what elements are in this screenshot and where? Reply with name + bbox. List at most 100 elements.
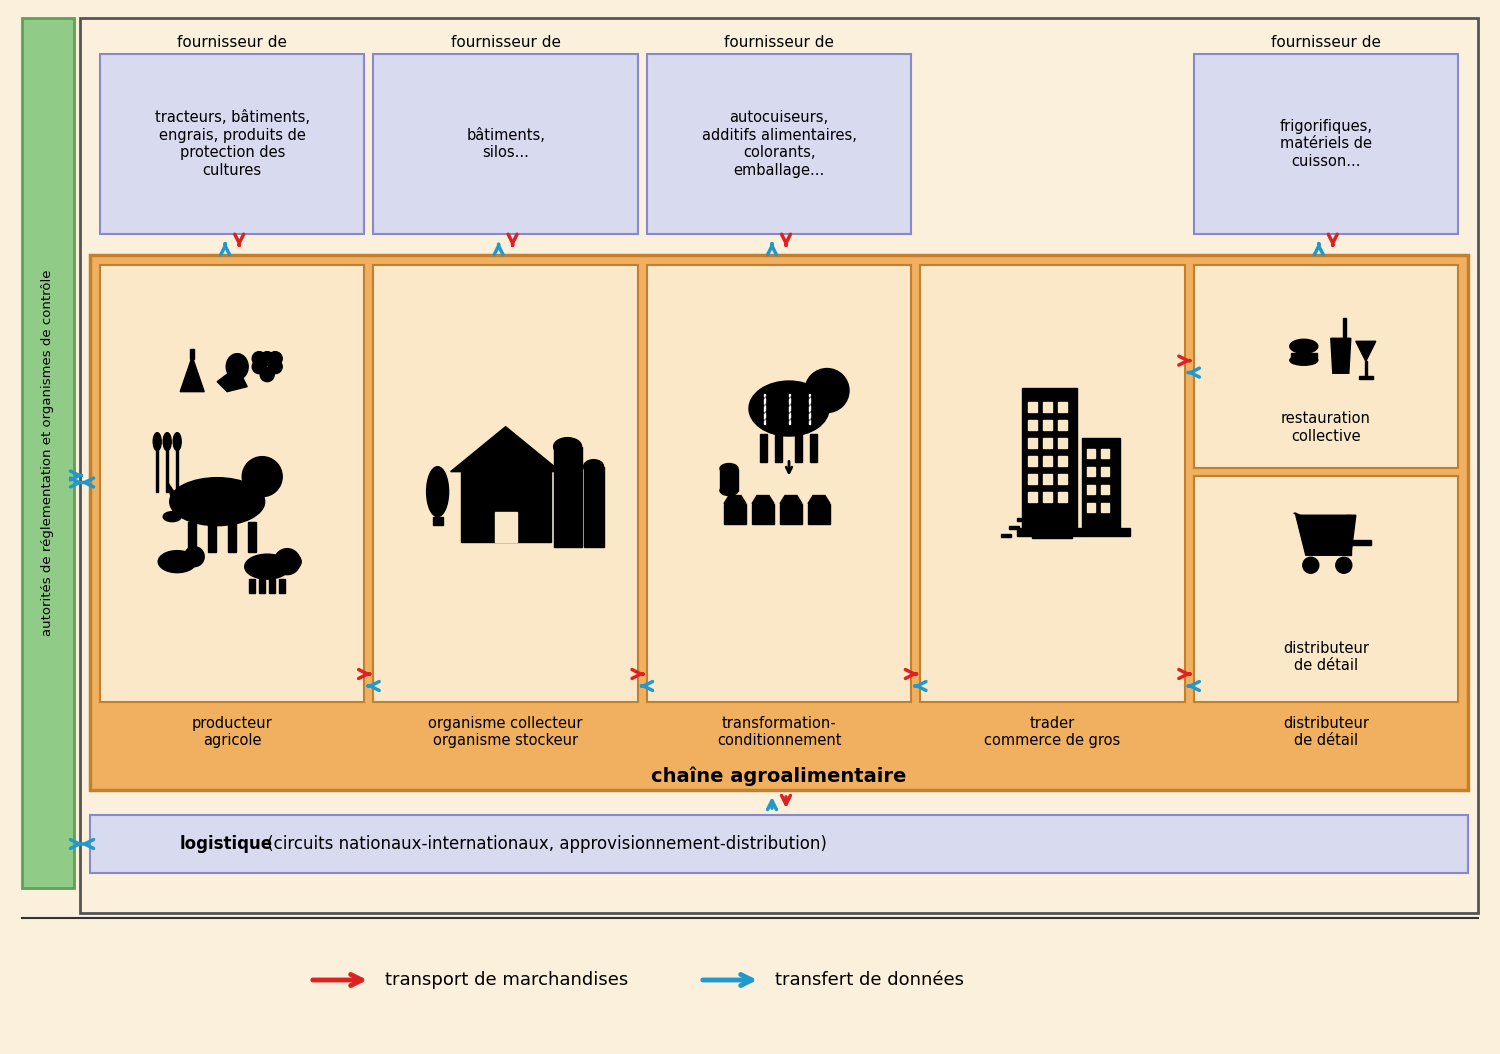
Ellipse shape <box>226 354 248 379</box>
Bar <box>646 265 910 702</box>
Polygon shape <box>1032 513 1072 538</box>
Bar <box>1342 318 1346 340</box>
Ellipse shape <box>1290 339 1318 353</box>
Circle shape <box>1304 558 1318 573</box>
Text: fournisseur de: fournisseur de <box>450 35 561 50</box>
Ellipse shape <box>1308 519 1320 532</box>
Text: distributeur
de détail: distributeur de détail <box>1282 641 1370 674</box>
Ellipse shape <box>170 477 264 526</box>
Bar <box>1023 388 1077 528</box>
Bar <box>100 265 364 702</box>
Bar <box>460 471 550 542</box>
Ellipse shape <box>158 550 196 572</box>
Bar <box>1088 449 1095 457</box>
Polygon shape <box>217 367 248 392</box>
Bar <box>100 54 364 234</box>
Bar <box>22 18 74 889</box>
Bar <box>190 349 194 358</box>
Bar <box>646 54 910 234</box>
Text: autorités de réglementation et organismes de contrôle: autorités de réglementation et organisme… <box>42 270 54 637</box>
Ellipse shape <box>172 432 182 451</box>
Polygon shape <box>1294 513 1350 541</box>
Polygon shape <box>808 504 830 524</box>
Circle shape <box>252 359 266 374</box>
Bar <box>374 265 638 702</box>
Bar <box>1059 438 1068 448</box>
Bar <box>90 255 1468 790</box>
Bar <box>1365 362 1366 376</box>
Polygon shape <box>780 504 802 524</box>
Bar <box>1101 503 1110 512</box>
Bar <box>209 522 216 551</box>
Bar <box>1083 438 1120 528</box>
Text: transfert de données: transfert de données <box>776 971 964 989</box>
Text: tracteurs, bâtiments,
engrais, produits de
protection des
cultures: tracteurs, bâtiments, engrais, produits … <box>154 111 309 178</box>
Bar <box>1029 419 1038 430</box>
Ellipse shape <box>720 486 738 495</box>
Text: fournisseur de: fournisseur de <box>177 35 286 50</box>
Text: autocuiseurs,
additifs alimentaires,
colorants,
emballage...: autocuiseurs, additifs alimentaires, col… <box>702 111 856 178</box>
Text: fournisseur de: fournisseur de <box>1270 35 1382 50</box>
Ellipse shape <box>554 437 582 455</box>
Circle shape <box>260 368 274 382</box>
Circle shape <box>286 554 302 569</box>
Bar <box>1088 467 1095 476</box>
Bar <box>1194 476 1458 702</box>
Bar <box>584 467 603 547</box>
Circle shape <box>268 352 282 366</box>
Bar <box>1044 474 1053 484</box>
Ellipse shape <box>1336 519 1347 532</box>
Polygon shape <box>180 356 204 392</box>
Text: producteur
agricole: producteur agricole <box>192 716 273 748</box>
Bar <box>80 18 1478 913</box>
Bar <box>1017 518 1028 521</box>
Bar <box>1029 402 1038 412</box>
Bar <box>166 442 168 491</box>
Bar <box>1101 449 1110 457</box>
Bar <box>228 522 236 551</box>
Bar <box>554 447 582 547</box>
Text: frigorifiques,
matériels de
cuisson...: frigorifiques, matériels de cuisson... <box>1280 119 1372 169</box>
Circle shape <box>268 359 282 374</box>
Polygon shape <box>724 495 746 504</box>
Bar <box>279 579 285 592</box>
Bar <box>1101 467 1110 476</box>
Bar <box>776 433 782 462</box>
Bar <box>1088 503 1095 512</box>
Bar <box>248 522 256 551</box>
Bar <box>1101 485 1110 494</box>
Text: trader
commerce de gros: trader commerce de gros <box>984 716 1120 748</box>
Bar <box>810 433 818 462</box>
Circle shape <box>172 505 184 516</box>
Text: logistique: logistique <box>180 835 273 853</box>
Bar <box>1029 492 1038 502</box>
Bar <box>268 579 274 592</box>
Bar <box>1194 54 1458 234</box>
Text: fournisseur de: fournisseur de <box>724 35 834 50</box>
Polygon shape <box>780 495 802 504</box>
Bar <box>760 433 766 462</box>
Polygon shape <box>1330 338 1352 373</box>
Bar <box>1088 485 1095 494</box>
Polygon shape <box>1352 541 1371 545</box>
Ellipse shape <box>748 382 830 436</box>
Bar <box>1002 534 1011 536</box>
Bar <box>1346 515 1352 555</box>
Bar <box>1029 474 1038 484</box>
Bar <box>374 54 638 234</box>
Polygon shape <box>1296 515 1356 555</box>
Polygon shape <box>450 427 561 471</box>
Bar <box>1017 528 1131 535</box>
Ellipse shape <box>584 460 603 473</box>
Bar <box>495 511 516 542</box>
Circle shape <box>806 369 849 412</box>
Bar <box>1059 402 1068 412</box>
Circle shape <box>184 547 204 567</box>
Bar <box>1059 456 1068 466</box>
Bar <box>1292 353 1317 360</box>
Bar <box>1044 402 1053 412</box>
Circle shape <box>252 352 266 366</box>
Bar <box>1044 456 1053 466</box>
Bar <box>920 265 1185 702</box>
Ellipse shape <box>244 554 290 579</box>
